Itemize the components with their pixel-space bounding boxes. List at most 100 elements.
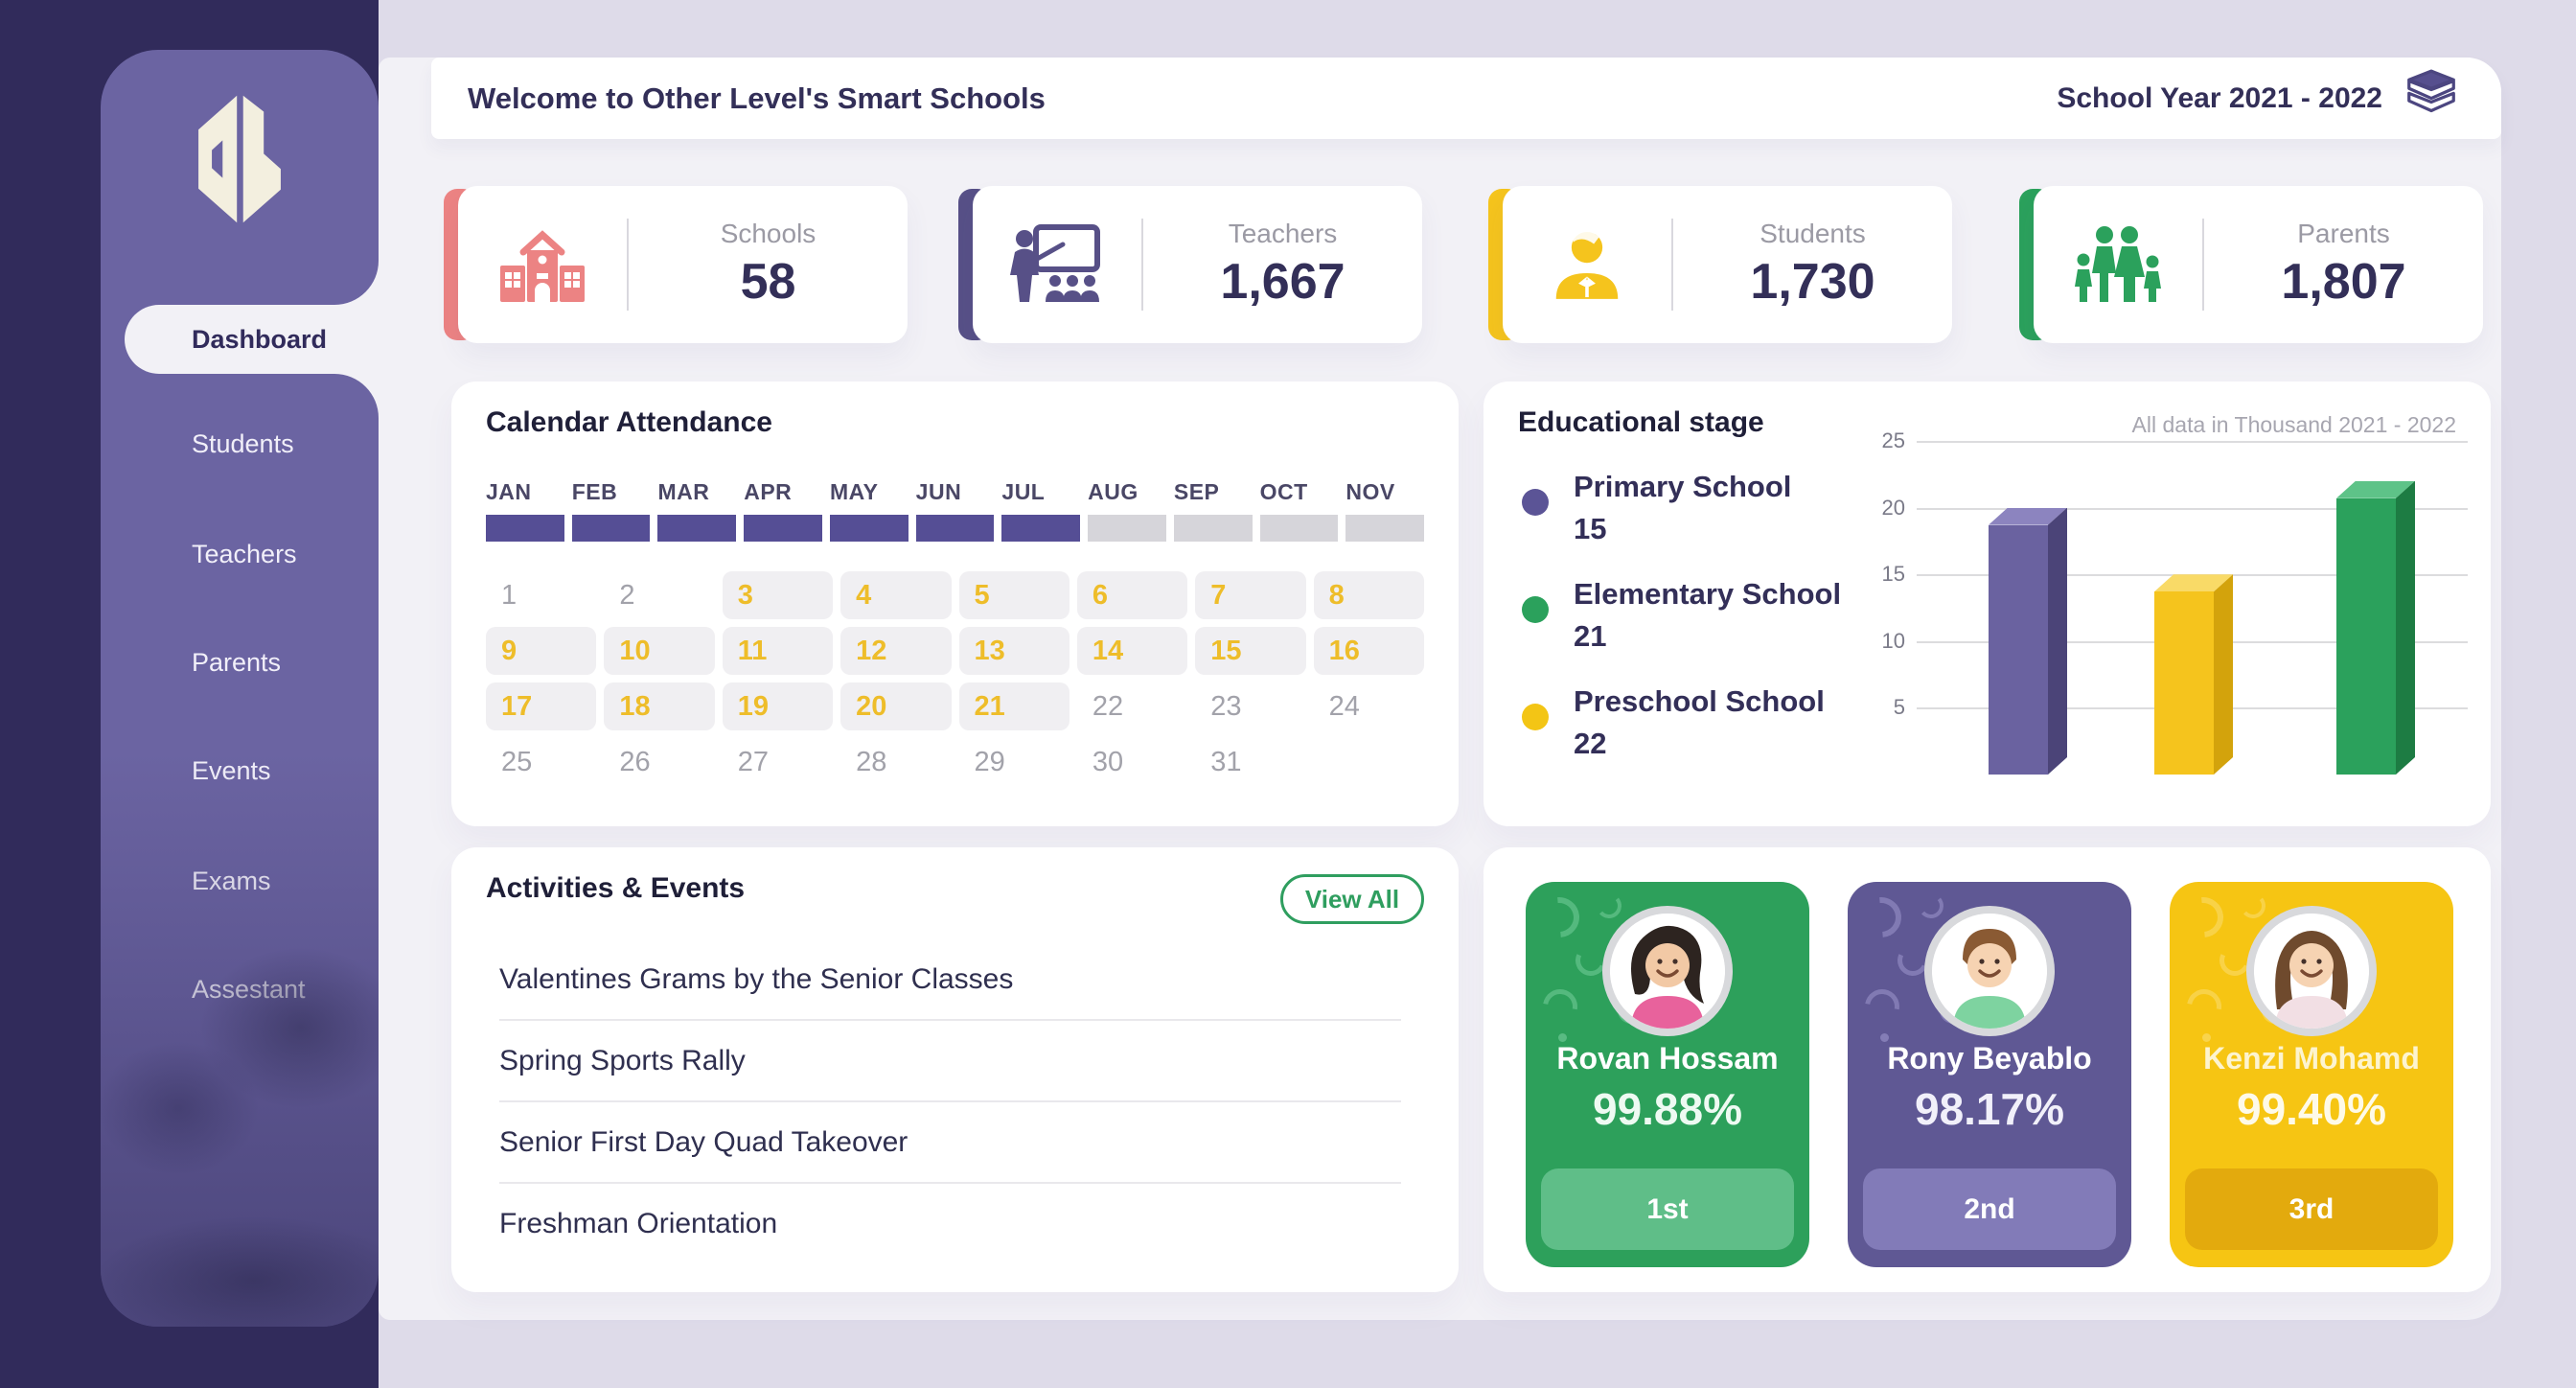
student-avatar [1602, 906, 1733, 1036]
y-tick-label: 25 [1881, 428, 1905, 452]
stat-value: 1,807 [2281, 254, 2406, 310]
bar-top-face [1989, 508, 2067, 525]
calendar-day-14[interactable]: 14 [1076, 627, 1188, 675]
rank-badge: 2nd [1863, 1168, 2116, 1250]
stat-divider [1141, 219, 1143, 311]
sidebar-item-events[interactable]: Events [101, 736, 379, 805]
calendar-day-12[interactable]: 12 [840, 627, 952, 675]
calendar-day-23[interactable]: 23 [1210, 691, 1242, 722]
calendar-day-6[interactable]: 6 [1076, 571, 1188, 619]
month-label: MAR [657, 479, 710, 504]
activity-item[interactable]: Valentines Grams by the Senior Classes [499, 939, 1401, 1021]
student-score: 99.88% [1592, 1084, 1742, 1134]
student-name: Kenzi Mohamd [2203, 1041, 2420, 1076]
sidebar-item-teachers[interactable]: Teachers [101, 520, 379, 589]
calendar-day-18[interactable]: 18 [604, 682, 715, 730]
month-progress-segment [1001, 515, 1081, 542]
activity-item[interactable]: Senior First Day Quad Takeover [499, 1102, 1401, 1184]
calendar-day-4[interactable]: 4 [840, 571, 952, 619]
month-label: MAY [829, 479, 879, 504]
month-progress-segment [744, 515, 822, 542]
active-pill-bottom-curve [334, 374, 379, 418]
legend-dot [1522, 596, 1549, 624]
stat-divider [627, 219, 629, 311]
sidebar-item-exams[interactable]: Exams [101, 846, 379, 915]
student-icon [1503, 223, 1671, 306]
sidebar-item-parents[interactable]: Parents [101, 628, 379, 697]
sidebar-item-dashboard[interactable]: Dashboard [125, 305, 379, 374]
legend-text: Elementary School 21 [1574, 573, 1841, 658]
sidebar-item-label: Dashboard [192, 324, 328, 354]
calendar-day-5[interactable]: 5 [958, 571, 1070, 619]
educational-stage-title: Educational stage [1518, 406, 1764, 438]
legend-item-primary-school: Primary School 15 [1522, 466, 1841, 550]
month-column-jul: JUL [1001, 479, 1081, 542]
month-progress-segment [657, 515, 737, 542]
calendar-day-10[interactable]: 10 [604, 627, 715, 675]
month-progress-segment [829, 515, 908, 542]
calendar-days-grid: 1 2 3 4 5 6 7 8 9 10 11 12 13 14 15 16 17 18 19 20 21 22 23 24 2… [486, 571, 1424, 786]
calendar-day-19[interactable]: 19 [722, 682, 834, 730]
student-avatar [1924, 906, 2055, 1036]
month-label: NOV [1346, 479, 1395, 504]
sidebar-item-label: Students [192, 428, 294, 458]
calendar-day-20[interactable]: 20 [840, 682, 952, 730]
student-score: 99.40% [2236, 1084, 2386, 1134]
calendar-day-13[interactable]: 13 [958, 627, 1070, 675]
calendar-day-1[interactable]: 1 [501, 580, 518, 611]
calendar-day-22[interactable]: 22 [1092, 691, 1124, 722]
calendar-day-2[interactable]: 2 [619, 580, 635, 611]
month-column-jan: JAN [486, 479, 564, 542]
calendar-day-16[interactable]: 16 [1313, 627, 1424, 675]
legend-item-elementary-school: Elementary School 21 [1522, 573, 1841, 658]
calendar-day-11[interactable]: 11 [722, 627, 834, 675]
activity-item[interactable]: Spring Sports Rally [499, 1021, 1401, 1102]
view-all-button[interactable]: View All [1280, 874, 1424, 924]
calendar-day-27[interactable]: 27 [737, 747, 770, 777]
stat-text-block: Parents 1,807 [2204, 219, 2483, 311]
month-column-nov: NOV [1346, 479, 1425, 542]
confetti-decoration [1595, 891, 1623, 920]
calendar-day-28[interactable]: 28 [856, 747, 887, 777]
y-tick-label: 5 [1893, 695, 1905, 720]
student-score: 98.17% [1914, 1084, 2064, 1134]
legend-value: 15 [1574, 512, 1607, 546]
student-name: Rovan Hossam [1556, 1041, 1779, 1076]
confetti-decoration [1530, 889, 1588, 946]
legend-dot [1522, 489, 1549, 516]
stat-label: Parents [2297, 219, 2390, 248]
stat-text-block: Teachers 1,667 [1143, 219, 1422, 311]
confetti-dot [1558, 1033, 1567, 1042]
calendar-day-24[interactable]: 24 [1328, 691, 1360, 722]
calendar-day-15[interactable]: 15 [1195, 627, 1306, 675]
calendar-day-30[interactable]: 30 [1092, 747, 1124, 777]
month-column-sep: SEP [1173, 479, 1253, 542]
calendar-day-17[interactable]: 17 [486, 682, 597, 730]
month-label: APR [744, 479, 793, 504]
calendar-day-25[interactable]: 25 [501, 747, 533, 777]
activity-item[interactable]: Freshman Orientation [499, 1208, 778, 1239]
legend-label: Elementary School [1574, 577, 1842, 612]
stat-value: 58 [740, 254, 796, 310]
sidebar-item-students[interactable]: Students [101, 409, 379, 478]
legend-value: 22 [1574, 727, 1607, 761]
bar-elementary-school [2336, 498, 2396, 775]
calendar-day-26[interactable]: 26 [619, 747, 651, 777]
sidebar-item-assestant[interactable]: Assestant [101, 955, 379, 1024]
month-progress-segment [1173, 515, 1253, 542]
calendar-day-9[interactable]: 9 [486, 627, 597, 675]
active-pill-top-curve [334, 261, 379, 305]
calendar-day-31[interactable]: 31 [1210, 747, 1242, 777]
calendar-day-29[interactable]: 29 [974, 747, 1005, 777]
calendar-day-7[interactable]: 7 [1195, 571, 1306, 619]
month-progress-segment [1346, 515, 1425, 542]
chart-gridline [1917, 441, 2468, 443]
calendar-day-21[interactable]: 21 [958, 682, 1070, 730]
stat-divider [1671, 219, 1673, 311]
calendar-day-8[interactable]: 8 [1313, 571, 1424, 619]
calendar-day-3[interactable]: 3 [722, 571, 834, 619]
month-progress-segment [571, 515, 651, 542]
stat-text-block: Students 1,730 [1673, 219, 1952, 311]
bar-primary-school [1989, 525, 2048, 775]
confetti-dot [2202, 1033, 2211, 1042]
